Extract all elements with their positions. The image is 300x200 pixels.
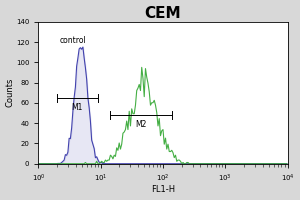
Text: M1: M1 xyxy=(72,103,83,112)
Text: control: control xyxy=(60,36,86,45)
Title: CEM: CEM xyxy=(145,6,181,21)
Y-axis label: Counts: Counts xyxy=(6,78,15,107)
Text: M2: M2 xyxy=(136,120,147,129)
X-axis label: FL1-H: FL1-H xyxy=(151,185,175,194)
